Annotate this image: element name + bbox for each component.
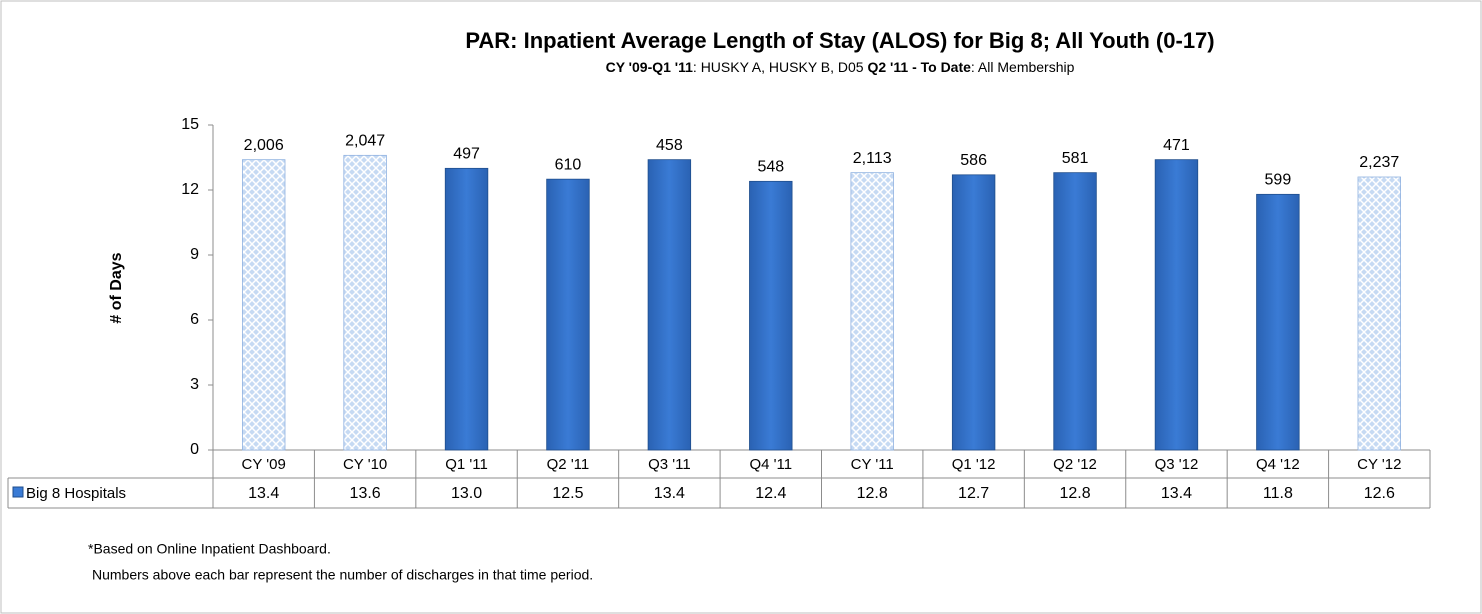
- discharge-label: 548: [757, 159, 784, 176]
- bar: [951, 174, 996, 451]
- bar: [1053, 172, 1097, 451]
- subtitle-part: Q2 '11 - To Date: [867, 59, 971, 75]
- y-tick-label: 12: [181, 181, 199, 198]
- x-tick-label: CY '10: [343, 456, 387, 473]
- table-value: 12.7: [958, 485, 989, 502]
- bar: [749, 180, 793, 451]
- discharge-label: 586: [960, 152, 987, 169]
- bar: [1256, 193, 1300, 451]
- subtitle-part: CY '09-Q1 '11: [606, 59, 694, 75]
- bar: [1154, 159, 1199, 451]
- legend-swatch: [12, 486, 24, 498]
- discharge-label: 2,113: [853, 150, 892, 167]
- discharge-label: 581: [1062, 150, 1089, 167]
- x-tick-label: Q2 '11: [547, 456, 590, 473]
- y-tick-label: 0: [190, 441, 199, 458]
- y-tick-label: 6: [190, 311, 199, 328]
- x-tick-label: CY '12: [1357, 456, 1401, 473]
- bar: [647, 159, 692, 451]
- bar: [850, 172, 894, 451]
- x-tick-label: Q1 '11: [445, 456, 488, 473]
- discharge-label: 497: [453, 146, 480, 163]
- x-tick-label: Q4 '11: [749, 456, 792, 473]
- x-tick-label: Q4 '12: [1256, 456, 1300, 473]
- discharge-label: 2,047: [345, 133, 385, 150]
- y-tick-label: 15: [181, 116, 199, 133]
- bar: [242, 159, 286, 451]
- x-tick-label: CY '11: [851, 456, 894, 473]
- discharge-label: 458: [656, 137, 683, 154]
- table-value: 12.8: [857, 485, 888, 502]
- table-value: 12.4: [755, 485, 786, 502]
- y-tick-label: 9: [190, 246, 199, 263]
- subtitle-part: : All Membership: [971, 59, 1075, 75]
- x-tick-label: CY '09: [242, 456, 286, 473]
- footnote: *Based on Online Inpatient Dashboard.: [88, 541, 331, 557]
- legend-label: Big 8 Hospitals: [26, 485, 126, 502]
- table-value: 13.4: [1161, 485, 1192, 502]
- x-tick-label: Q3 '11: [648, 456, 691, 473]
- table-value: 12.6: [1364, 485, 1395, 502]
- bar: [343, 154, 387, 451]
- y-tick-label: 3: [190, 376, 199, 393]
- table-value: 13.0: [451, 485, 482, 502]
- table-value: 13.6: [350, 485, 381, 502]
- bar: [1357, 176, 1401, 451]
- subtitle-part: : HUSKY A, HUSKY B, D05: [693, 59, 868, 75]
- discharge-label: 599: [1265, 172, 1292, 189]
- chart-subtitle: CY '09-Q1 '11: HUSKY A, HUSKY B, D05 Q2 …: [606, 59, 1075, 75]
- x-tick-label: Q1 '12: [952, 456, 996, 473]
- x-tick-label: Q2 '12: [1053, 456, 1097, 473]
- bar: [546, 178, 590, 451]
- discharge-label: 2,237: [1359, 154, 1399, 171]
- chart-title: PAR: Inpatient Average Length of Stay (A…: [465, 28, 1214, 53]
- x-tick-label: Q3 '12: [1155, 456, 1199, 473]
- table-value: 13.4: [654, 485, 685, 502]
- table-value: 12.5: [552, 485, 583, 502]
- table-value: 11.8: [1263, 485, 1293, 502]
- table-value: 12.8: [1059, 485, 1090, 502]
- bar: [444, 167, 489, 451]
- discharge-label: 2,006: [244, 137, 284, 154]
- discharge-label: 471: [1163, 137, 1190, 154]
- y-axis-label: # of Days: [108, 252, 125, 323]
- footnote: Numbers above each bar represent the num…: [92, 567, 593, 583]
- table-value: 13.4: [248, 485, 279, 502]
- discharge-label: 610: [555, 156, 582, 173]
